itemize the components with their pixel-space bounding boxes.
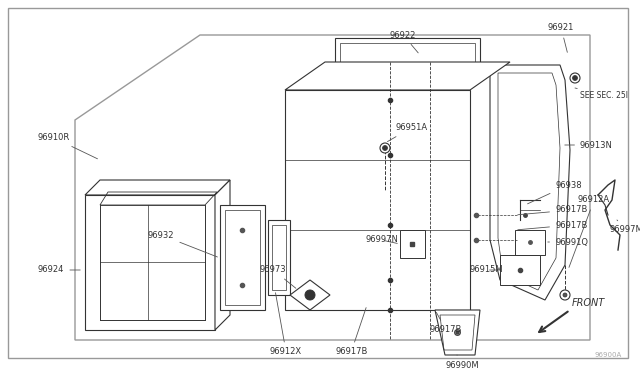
Text: 96922: 96922: [390, 31, 418, 53]
Polygon shape: [500, 255, 540, 285]
Text: 96990M: 96990M: [445, 355, 479, 369]
Polygon shape: [220, 205, 265, 310]
Text: 96912A: 96912A: [569, 196, 610, 267]
Text: FRONT: FRONT: [572, 298, 605, 308]
Polygon shape: [290, 280, 330, 310]
Text: 96921: 96921: [548, 23, 574, 52]
Text: 96917B: 96917B: [518, 205, 588, 215]
Text: 96997M: 96997M: [610, 220, 640, 234]
Text: 96913N: 96913N: [564, 141, 613, 150]
Text: 96900A: 96900A: [595, 352, 622, 358]
Circle shape: [383, 145, 387, 151]
Polygon shape: [85, 195, 215, 330]
Polygon shape: [400, 230, 425, 258]
Text: 96932: 96932: [148, 231, 218, 257]
Text: 96973: 96973: [260, 266, 296, 288]
Polygon shape: [335, 38, 480, 75]
Polygon shape: [268, 220, 290, 295]
Text: 96917B: 96917B: [518, 221, 588, 230]
Text: 96917B: 96917B: [335, 308, 367, 356]
Circle shape: [570, 73, 580, 83]
Circle shape: [305, 290, 315, 300]
Polygon shape: [435, 310, 480, 355]
Polygon shape: [515, 230, 545, 255]
Text: 96951A: 96951A: [387, 124, 427, 142]
Circle shape: [563, 293, 567, 297]
Circle shape: [560, 290, 570, 300]
Circle shape: [380, 143, 390, 153]
Circle shape: [573, 76, 577, 80]
Polygon shape: [85, 180, 230, 195]
Polygon shape: [490, 65, 570, 300]
Text: 96910R: 96910R: [38, 134, 97, 159]
Polygon shape: [285, 62, 510, 90]
Text: 96915M: 96915M: [470, 266, 504, 275]
Polygon shape: [75, 35, 590, 340]
Text: 96912X: 96912X: [270, 293, 302, 356]
Text: 96991Q: 96991Q: [548, 237, 588, 247]
Text: SEE SEC. 25I: SEE SEC. 25I: [575, 88, 628, 99]
Text: 96997N: 96997N: [365, 235, 398, 244]
Text: 96917B: 96917B: [430, 312, 462, 334]
Polygon shape: [215, 180, 230, 330]
Text: 96924: 96924: [38, 266, 80, 275]
Polygon shape: [285, 90, 470, 310]
Text: 96938: 96938: [527, 180, 582, 204]
